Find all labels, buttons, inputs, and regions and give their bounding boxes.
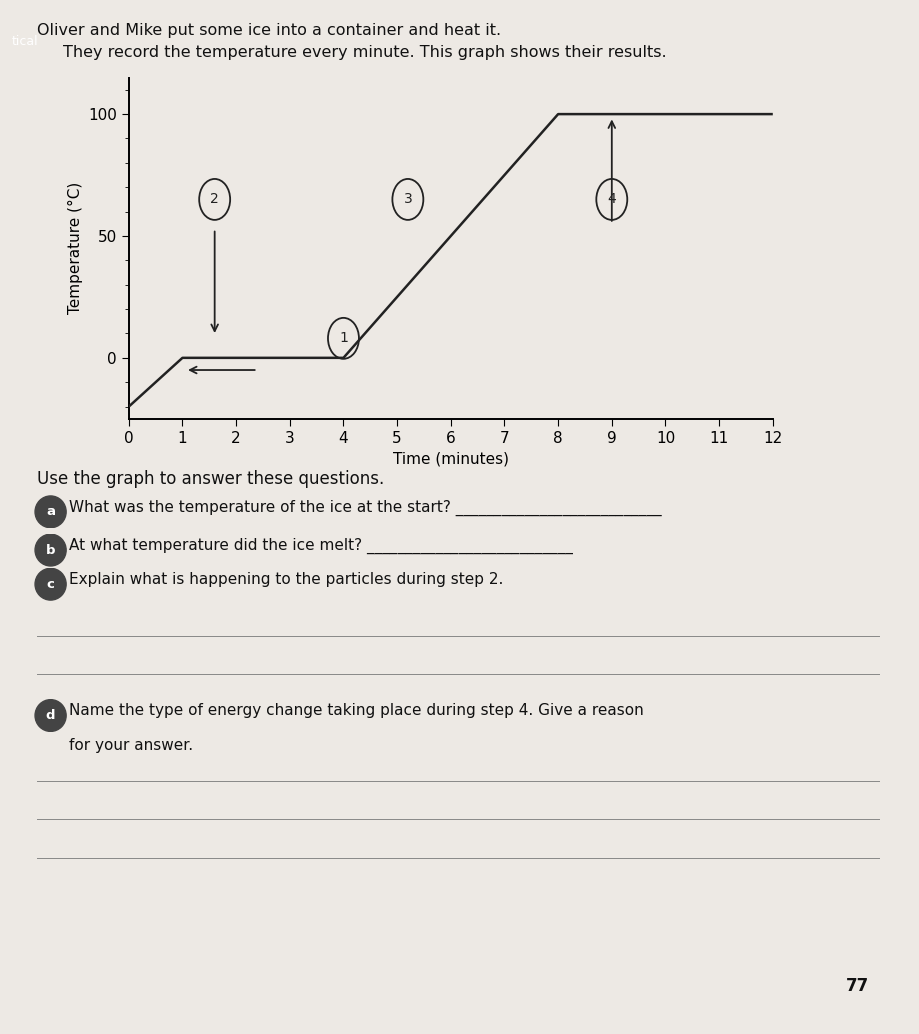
Text: 4: 4 <box>607 192 616 207</box>
Text: tical: tical <box>12 35 39 48</box>
Circle shape <box>35 700 66 731</box>
Text: At what temperature did the ice melt? ___________________________: At what temperature did the ice melt? __… <box>69 538 573 554</box>
Text: for your answer.: for your answer. <box>69 738 193 754</box>
Text: 1: 1 <box>339 331 347 345</box>
Text: Explain what is happening to the particles during step 2.: Explain what is happening to the particl… <box>69 572 503 587</box>
Text: 2: 2 <box>210 192 219 207</box>
Text: Use the graph to answer these questions.: Use the graph to answer these questions. <box>37 470 383 488</box>
Text: What was the temperature of the ice at the start? ___________________________: What was the temperature of the ice at t… <box>69 499 661 516</box>
Circle shape <box>35 569 66 600</box>
Text: 3: 3 <box>403 192 412 207</box>
Circle shape <box>35 535 66 566</box>
Text: c: c <box>47 578 54 590</box>
Text: a: a <box>46 506 55 518</box>
Y-axis label: Temperature (°C): Temperature (°C) <box>67 182 83 314</box>
Text: Oliver and Mike put some ice into a container and heat it.: Oliver and Mike put some ice into a cont… <box>37 23 500 38</box>
Text: b: b <box>46 544 55 556</box>
Circle shape <box>35 496 66 527</box>
X-axis label: Time (minutes): Time (minutes) <box>392 451 508 466</box>
Text: They record the temperature every minute. This graph shows their results.: They record the temperature every minute… <box>62 45 665 61</box>
Text: d: d <box>46 709 55 722</box>
Text: Name the type of energy change taking place during step 4. Give a reason: Name the type of energy change taking pl… <box>69 703 643 719</box>
Text: 77: 77 <box>845 977 868 995</box>
